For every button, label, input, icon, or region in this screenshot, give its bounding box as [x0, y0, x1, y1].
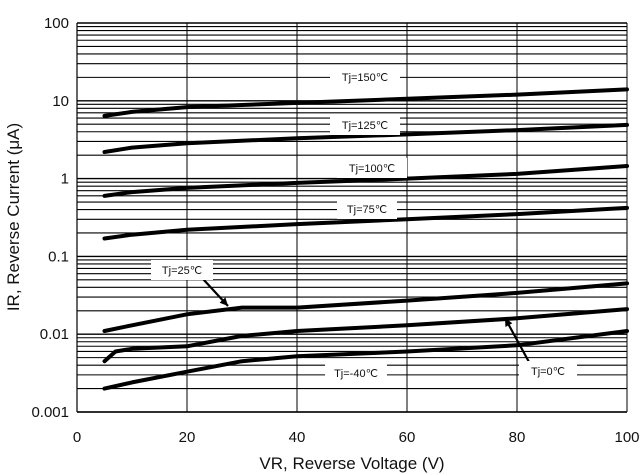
arrow-head	[505, 318, 513, 327]
series-line	[102, 164, 629, 198]
y-tick-label: 10	[52, 93, 69, 110]
x-tick-label: 20	[179, 429, 196, 446]
series-labels: Tj=150℃ Tj=125℃ Tj=100℃ Tj=75℃ Tj=25℃ Tj=0℃ Tj…	[151, 67, 577, 383]
x-tick-label: 0	[73, 429, 81, 446]
axes	[76, 23, 627, 413]
label-arrow	[504, 317, 530, 363]
x-tick-label: 40	[289, 429, 306, 446]
y-tick-label: 0.001	[31, 404, 69, 421]
y-tick-label: 100	[44, 15, 69, 32]
series-label: Tj=25℃	[162, 265, 202, 277]
x-tick-label: 80	[509, 429, 526, 446]
series-label: Tj=150℃	[342, 72, 388, 84]
y-tick-label: 0.01	[40, 326, 69, 343]
y-tick-label: 0.1	[48, 248, 69, 265]
series-label-box	[337, 199, 397, 219]
series-label-box	[325, 363, 387, 383]
grid	[76, 22, 628, 413]
series-label-box	[330, 67, 400, 87]
series-label: Tj=0℃	[531, 366, 565, 378]
series-label: Tj=125℃	[342, 120, 388, 132]
series-label-box	[330, 115, 400, 135]
x-tick-label: 60	[399, 429, 416, 446]
series-line	[102, 122, 629, 154]
x-axis-title: VR, Reverse Voltage (V)	[259, 454, 444, 473]
series-lines	[102, 87, 629, 391]
series-line	[102, 281, 629, 333]
series-label: Tj=-40℃	[334, 368, 378, 380]
series-label-box	[519, 361, 577, 381]
series-label-box	[337, 158, 407, 178]
series-label: Tj=100℃	[349, 163, 395, 175]
series-line	[102, 87, 629, 118]
series-line	[102, 329, 629, 391]
tick-labels: 0.001 0.01 0.1 1 10 100 0 20 40 60 80 100	[31, 15, 639, 446]
x-tick-label: 100	[614, 429, 639, 446]
y-axis-title: IR, Reverse Current (μA)	[4, 123, 23, 311]
arrow-head	[219, 297, 228, 306]
series-line	[102, 205, 629, 241]
series-label-box	[151, 260, 213, 280]
y-tick-label: 1	[61, 171, 69, 188]
series-label: Tj=75℃	[347, 204, 387, 216]
series-line	[102, 307, 629, 364]
